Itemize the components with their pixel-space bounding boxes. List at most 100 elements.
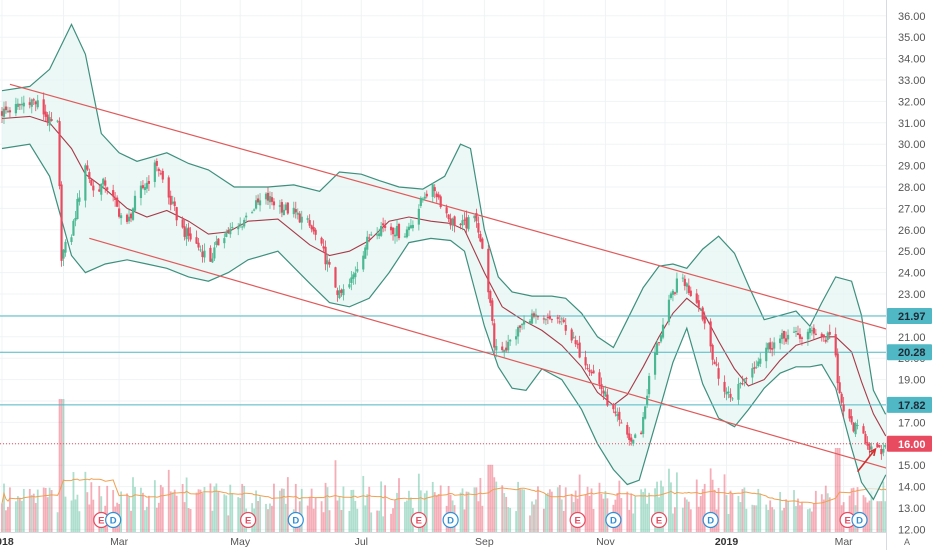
candle-body: [463, 219, 466, 221]
candle-body: [814, 333, 817, 335]
candle-body: [88, 172, 91, 179]
dividend-marker[interactable]: D: [287, 511, 304, 529]
candle: [880, 444, 883, 460]
candle: [548, 310, 551, 320]
volume-bar: [785, 499, 787, 532]
candle-body: [417, 208, 420, 225]
candle: [197, 238, 200, 251]
candle-body: [354, 272, 357, 278]
volume-bar: [701, 489, 704, 532]
candle: [112, 184, 115, 202]
candle: [669, 291, 673, 300]
candle-body: [741, 383, 744, 385]
arrow-head[interactable]: [868, 447, 877, 457]
arrow-shaft[interactable]: [856, 448, 877, 473]
candle-body: [223, 238, 226, 244]
candle-body: [840, 393, 843, 403]
candle: [536, 315, 540, 321]
channel-lines[interactable]: [9, 83, 892, 471]
candle-body: [612, 404, 615, 410]
candle-body: [30, 99, 33, 107]
event-circle[interactable]: [851, 511, 868, 529]
dividend-marker[interactable]: D: [105, 511, 122, 529]
volume-bar: [767, 509, 770, 532]
candle: [389, 223, 393, 236]
candle: [425, 190, 428, 199]
event-circle[interactable]: [442, 511, 459, 529]
dividend-marker[interactable]: D: [702, 511, 719, 529]
volume-bar: [787, 501, 789, 532]
event-circle[interactable]: [569, 511, 586, 529]
volume-bar: [435, 495, 438, 532]
channel-line[interactable]: [9, 83, 892, 331]
dividend-marker[interactable]: D: [605, 511, 622, 529]
volume-bar: [56, 512, 59, 532]
volume-bar: [213, 486, 216, 532]
candle-body: [0, 111, 4, 116]
candle: [310, 224, 313, 233]
candle-body: [786, 334, 790, 340]
horizontal-levels[interactable]: [0, 315, 886, 445]
candle: [258, 193, 262, 212]
volume-bar: [447, 486, 450, 532]
volume-bar: [779, 491, 782, 532]
candle-body: [72, 220, 75, 236]
candle: [213, 242, 216, 261]
event-circle[interactable]: [702, 511, 719, 529]
candle-body: [487, 248, 490, 293]
volume-bar: [519, 489, 521, 532]
earnings-marker[interactable]: E: [240, 511, 257, 529]
volume-bar: [203, 486, 206, 532]
candle-body: [143, 187, 147, 191]
price-badge-bg: [887, 344, 932, 361]
earnings-marker[interactable]: E: [650, 511, 668, 529]
candle-body: [505, 347, 508, 351]
volume-bar: [727, 513, 730, 532]
dividend-marker[interactable]: D: [442, 511, 459, 529]
candle: [562, 317, 565, 324]
candle: [773, 337, 776, 356]
candle: [781, 329, 784, 345]
volume-bar: [259, 496, 261, 532]
volume-bar: [600, 493, 603, 532]
candle-body: [112, 190, 115, 197]
earnings-marker[interactable]: E: [569, 511, 586, 529]
candle: [159, 169, 162, 176]
axis-settings-label[interactable]: A: [904, 537, 910, 547]
price-badge-bg: [887, 308, 932, 325]
event-circle[interactable]: [240, 511, 257, 529]
time-axis[interactable]: 2018 Mar May Jul Sep Nov 2019 Mar A: [0, 532, 910, 550]
candle-body: [449, 218, 452, 226]
earnings-marker[interactable]: E: [410, 511, 427, 529]
annotation-arrow[interactable]: [856, 447, 877, 473]
dividend-marker[interactable]: D: [851, 511, 868, 529]
event-circle[interactable]: [650, 511, 668, 529]
event-circle[interactable]: [287, 511, 304, 529]
candle-body: [227, 229, 230, 234]
candle-body: [517, 327, 520, 337]
candle: [495, 338, 498, 358]
candle: [782, 330, 786, 345]
candle: [723, 375, 726, 398]
candle: [437, 191, 440, 200]
x-tick-label: Mar: [110, 536, 129, 548]
price-axis[interactable]: 12.0013.0014.0015.0016.0017.0018.0019.00…: [886, 0, 932, 550]
x-tick-label: Jul: [355, 536, 368, 548]
event-letter: E: [574, 516, 580, 527]
volume-bar: [876, 501, 879, 532]
candle: [753, 361, 756, 374]
candle-body: [118, 208, 121, 217]
event-circle[interactable]: [105, 511, 122, 529]
candle-body: [36, 100, 39, 108]
candle-body: [245, 215, 248, 218]
candle: [407, 222, 411, 237]
event-circle[interactable]: [410, 511, 427, 529]
channel-line[interactable]: [89, 237, 892, 471]
candle-body: [431, 184, 434, 197]
candle-body: [562, 319, 565, 323]
candle-body: [56, 120, 59, 122]
volume-bar: [334, 460, 337, 532]
event-circle[interactable]: [605, 511, 622, 529]
